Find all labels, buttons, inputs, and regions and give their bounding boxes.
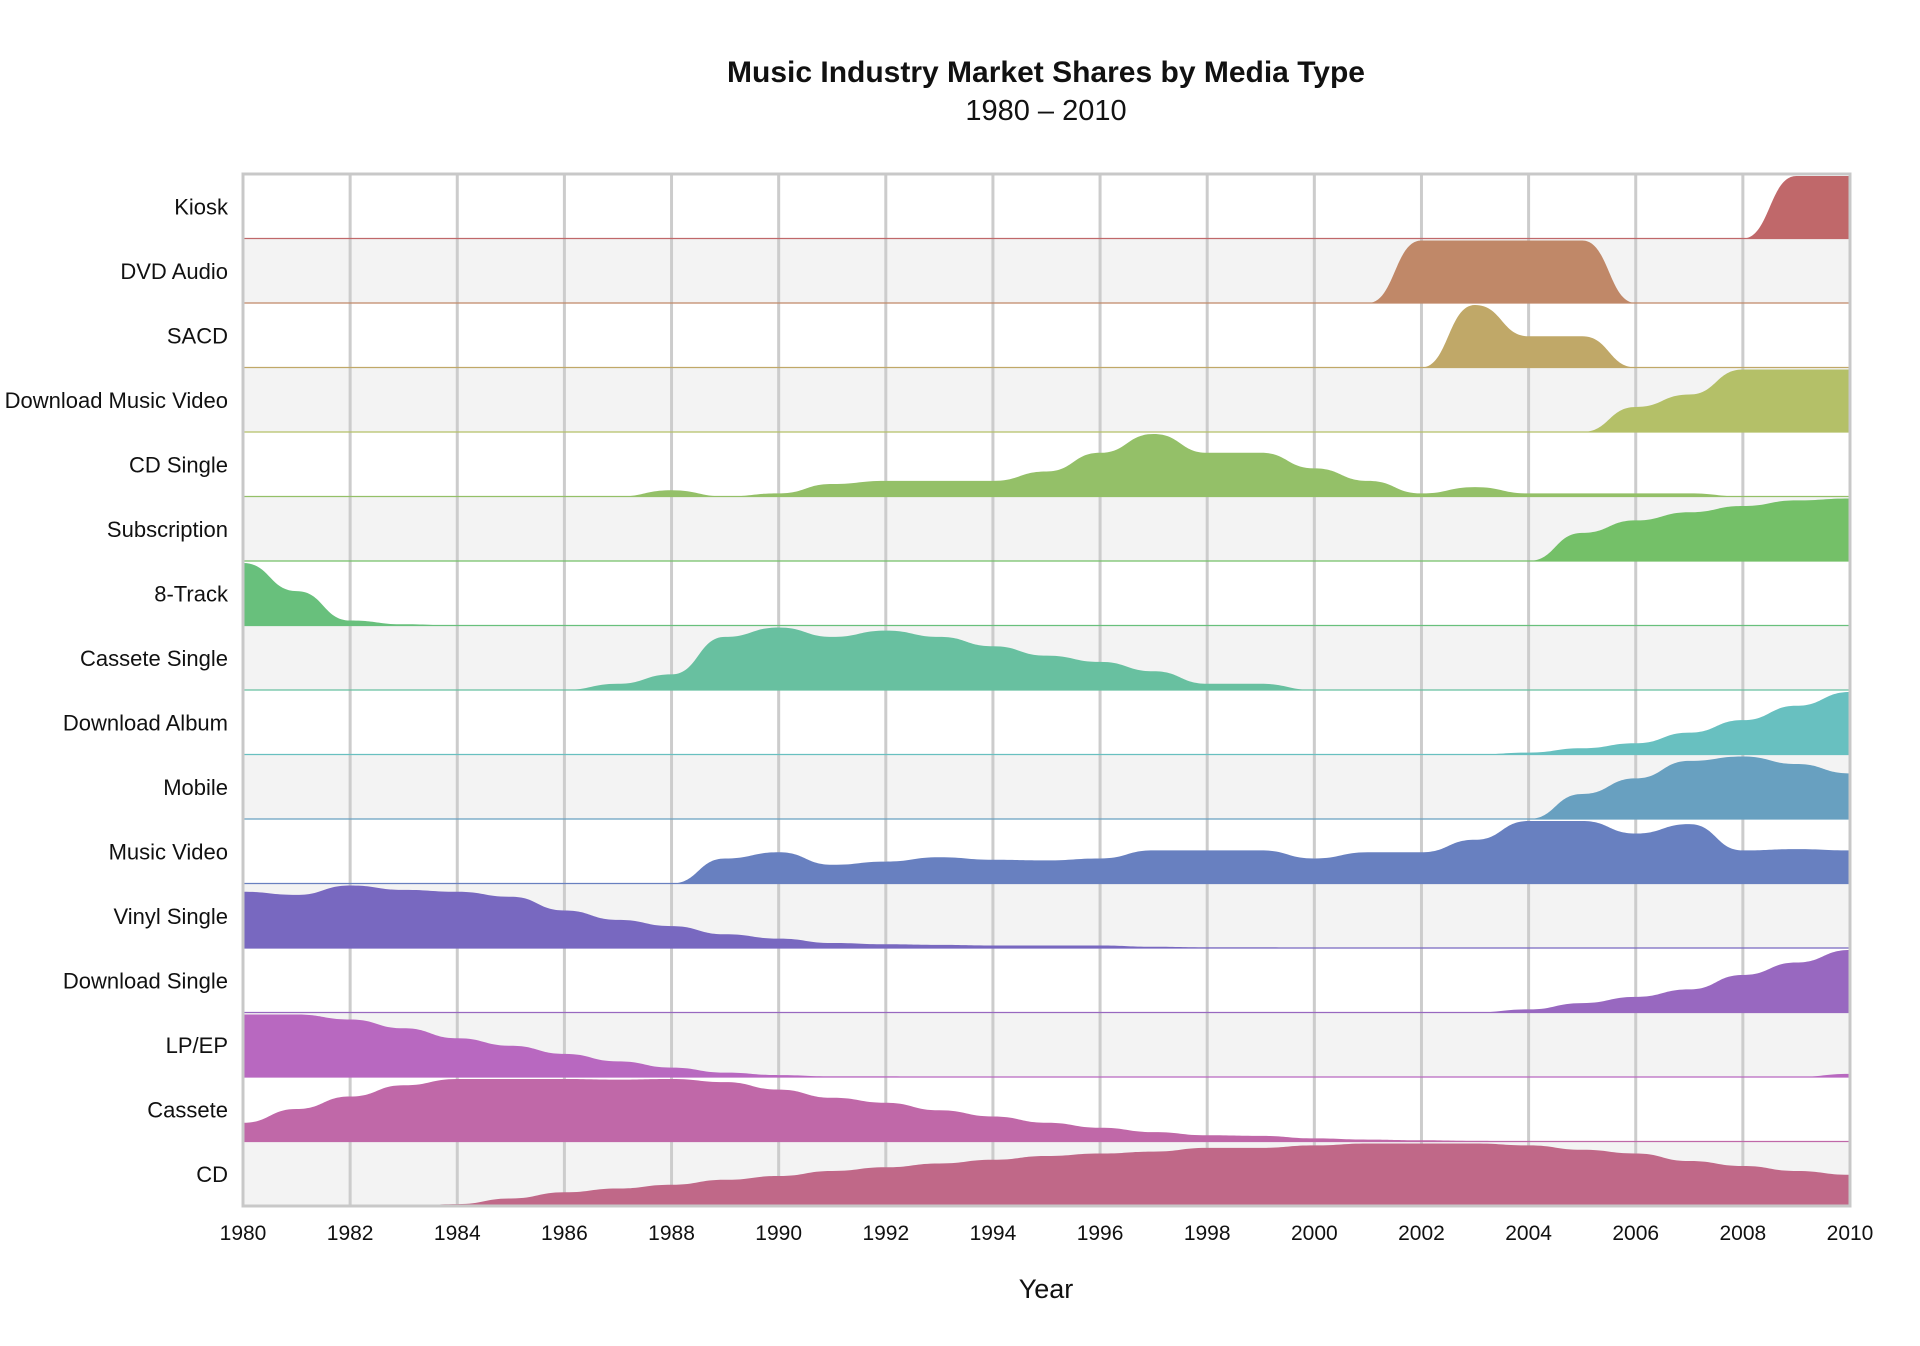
series-label: CD Single bbox=[129, 452, 228, 477]
series-area-lp-ep bbox=[243, 1014, 1850, 1077]
x-tick-label: 1988 bbox=[648, 1222, 695, 1245]
series-area-download-single bbox=[243, 950, 1850, 1013]
x-tick-label: 2008 bbox=[1720, 1222, 1767, 1245]
x-tick-label: 1994 bbox=[970, 1222, 1017, 1245]
series-label: Subscription bbox=[107, 517, 228, 542]
series-label: Download Album bbox=[63, 710, 228, 735]
x-tick-label: 1992 bbox=[862, 1222, 909, 1245]
series-label: SACD bbox=[167, 323, 228, 348]
series-area-sacd bbox=[243, 305, 1850, 368]
series-label: Cassete Single bbox=[80, 646, 228, 671]
series-label: Vinyl Single bbox=[113, 904, 228, 929]
series-label: LP/EP bbox=[166, 1033, 228, 1058]
series-area-download-album bbox=[243, 692, 1850, 755]
series-label: Music Video bbox=[109, 839, 228, 864]
series-label: DVD Audio bbox=[120, 259, 228, 284]
plot-frame bbox=[241, 172, 1852, 1208]
x-tick-label: 1996 bbox=[1077, 1222, 1124, 1245]
x-tick-label: 1990 bbox=[755, 1222, 802, 1245]
series-label: Download Music Video bbox=[5, 388, 228, 413]
series-label: CD bbox=[196, 1162, 228, 1187]
chart-title: Music Industry Market Shares by Media Ty… bbox=[727, 56, 1365, 89]
row-background bbox=[243, 690, 1850, 755]
series-label: Cassete bbox=[147, 1097, 228, 1122]
series-area-subscription bbox=[243, 498, 1850, 561]
series-area-cassete-single bbox=[243, 627, 1850, 690]
series-label: Mobile bbox=[163, 775, 228, 800]
series-area-download-music-video bbox=[243, 369, 1850, 432]
x-tick-label: 2010 bbox=[1827, 1222, 1874, 1245]
chart-subtitle: 1980 – 2010 bbox=[965, 95, 1126, 127]
series-area-cassete bbox=[243, 1079, 1850, 1142]
series-area-mobile bbox=[243, 756, 1850, 819]
x-tick-label: 2004 bbox=[1505, 1222, 1552, 1245]
series-area-cd-single bbox=[243, 434, 1850, 497]
series-area-vinyl-single bbox=[243, 885, 1850, 948]
x-axis-ticks: 1980 1982 1984 1986 1988 1990 1992 1994 1996 1998… bbox=[220, 1222, 1874, 1245]
row-background bbox=[243, 174, 1850, 239]
row-background bbox=[243, 948, 1850, 1013]
x-tick-label: 1998 bbox=[1184, 1222, 1231, 1245]
x-tick-label: 1982 bbox=[327, 1222, 374, 1245]
series-area-cd bbox=[243, 1143, 1850, 1206]
x-tick-label: 2006 bbox=[1612, 1222, 1659, 1245]
row-labels: Kiosk DVD Audio SACD Download Music Video CD… bbox=[5, 194, 229, 1187]
series-area-music-video bbox=[243, 821, 1850, 884]
series-label: Kiosk bbox=[174, 194, 229, 219]
x-tick-label: 1984 bbox=[434, 1222, 481, 1245]
row-background bbox=[243, 367, 1850, 432]
x-axis-title: Year bbox=[1019, 1274, 1074, 1304]
x-tick-label: 1980 bbox=[220, 1222, 267, 1245]
series-label: 8-Track bbox=[154, 581, 229, 606]
row-background bbox=[243, 561, 1850, 626]
x-tick-label: 1986 bbox=[541, 1222, 588, 1245]
series-area-dvd-audio bbox=[243, 240, 1850, 303]
x-tick-label: 2000 bbox=[1291, 1222, 1338, 1245]
series-label: Download Single bbox=[63, 968, 228, 993]
area-series bbox=[243, 176, 1850, 1207]
x-tick-label: 2002 bbox=[1398, 1222, 1445, 1245]
